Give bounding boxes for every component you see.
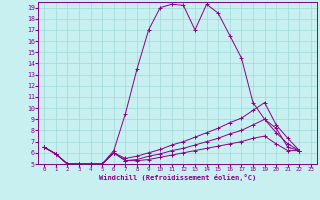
X-axis label: Windchill (Refroidissement éolien,°C): Windchill (Refroidissement éolien,°C) <box>99 174 256 181</box>
